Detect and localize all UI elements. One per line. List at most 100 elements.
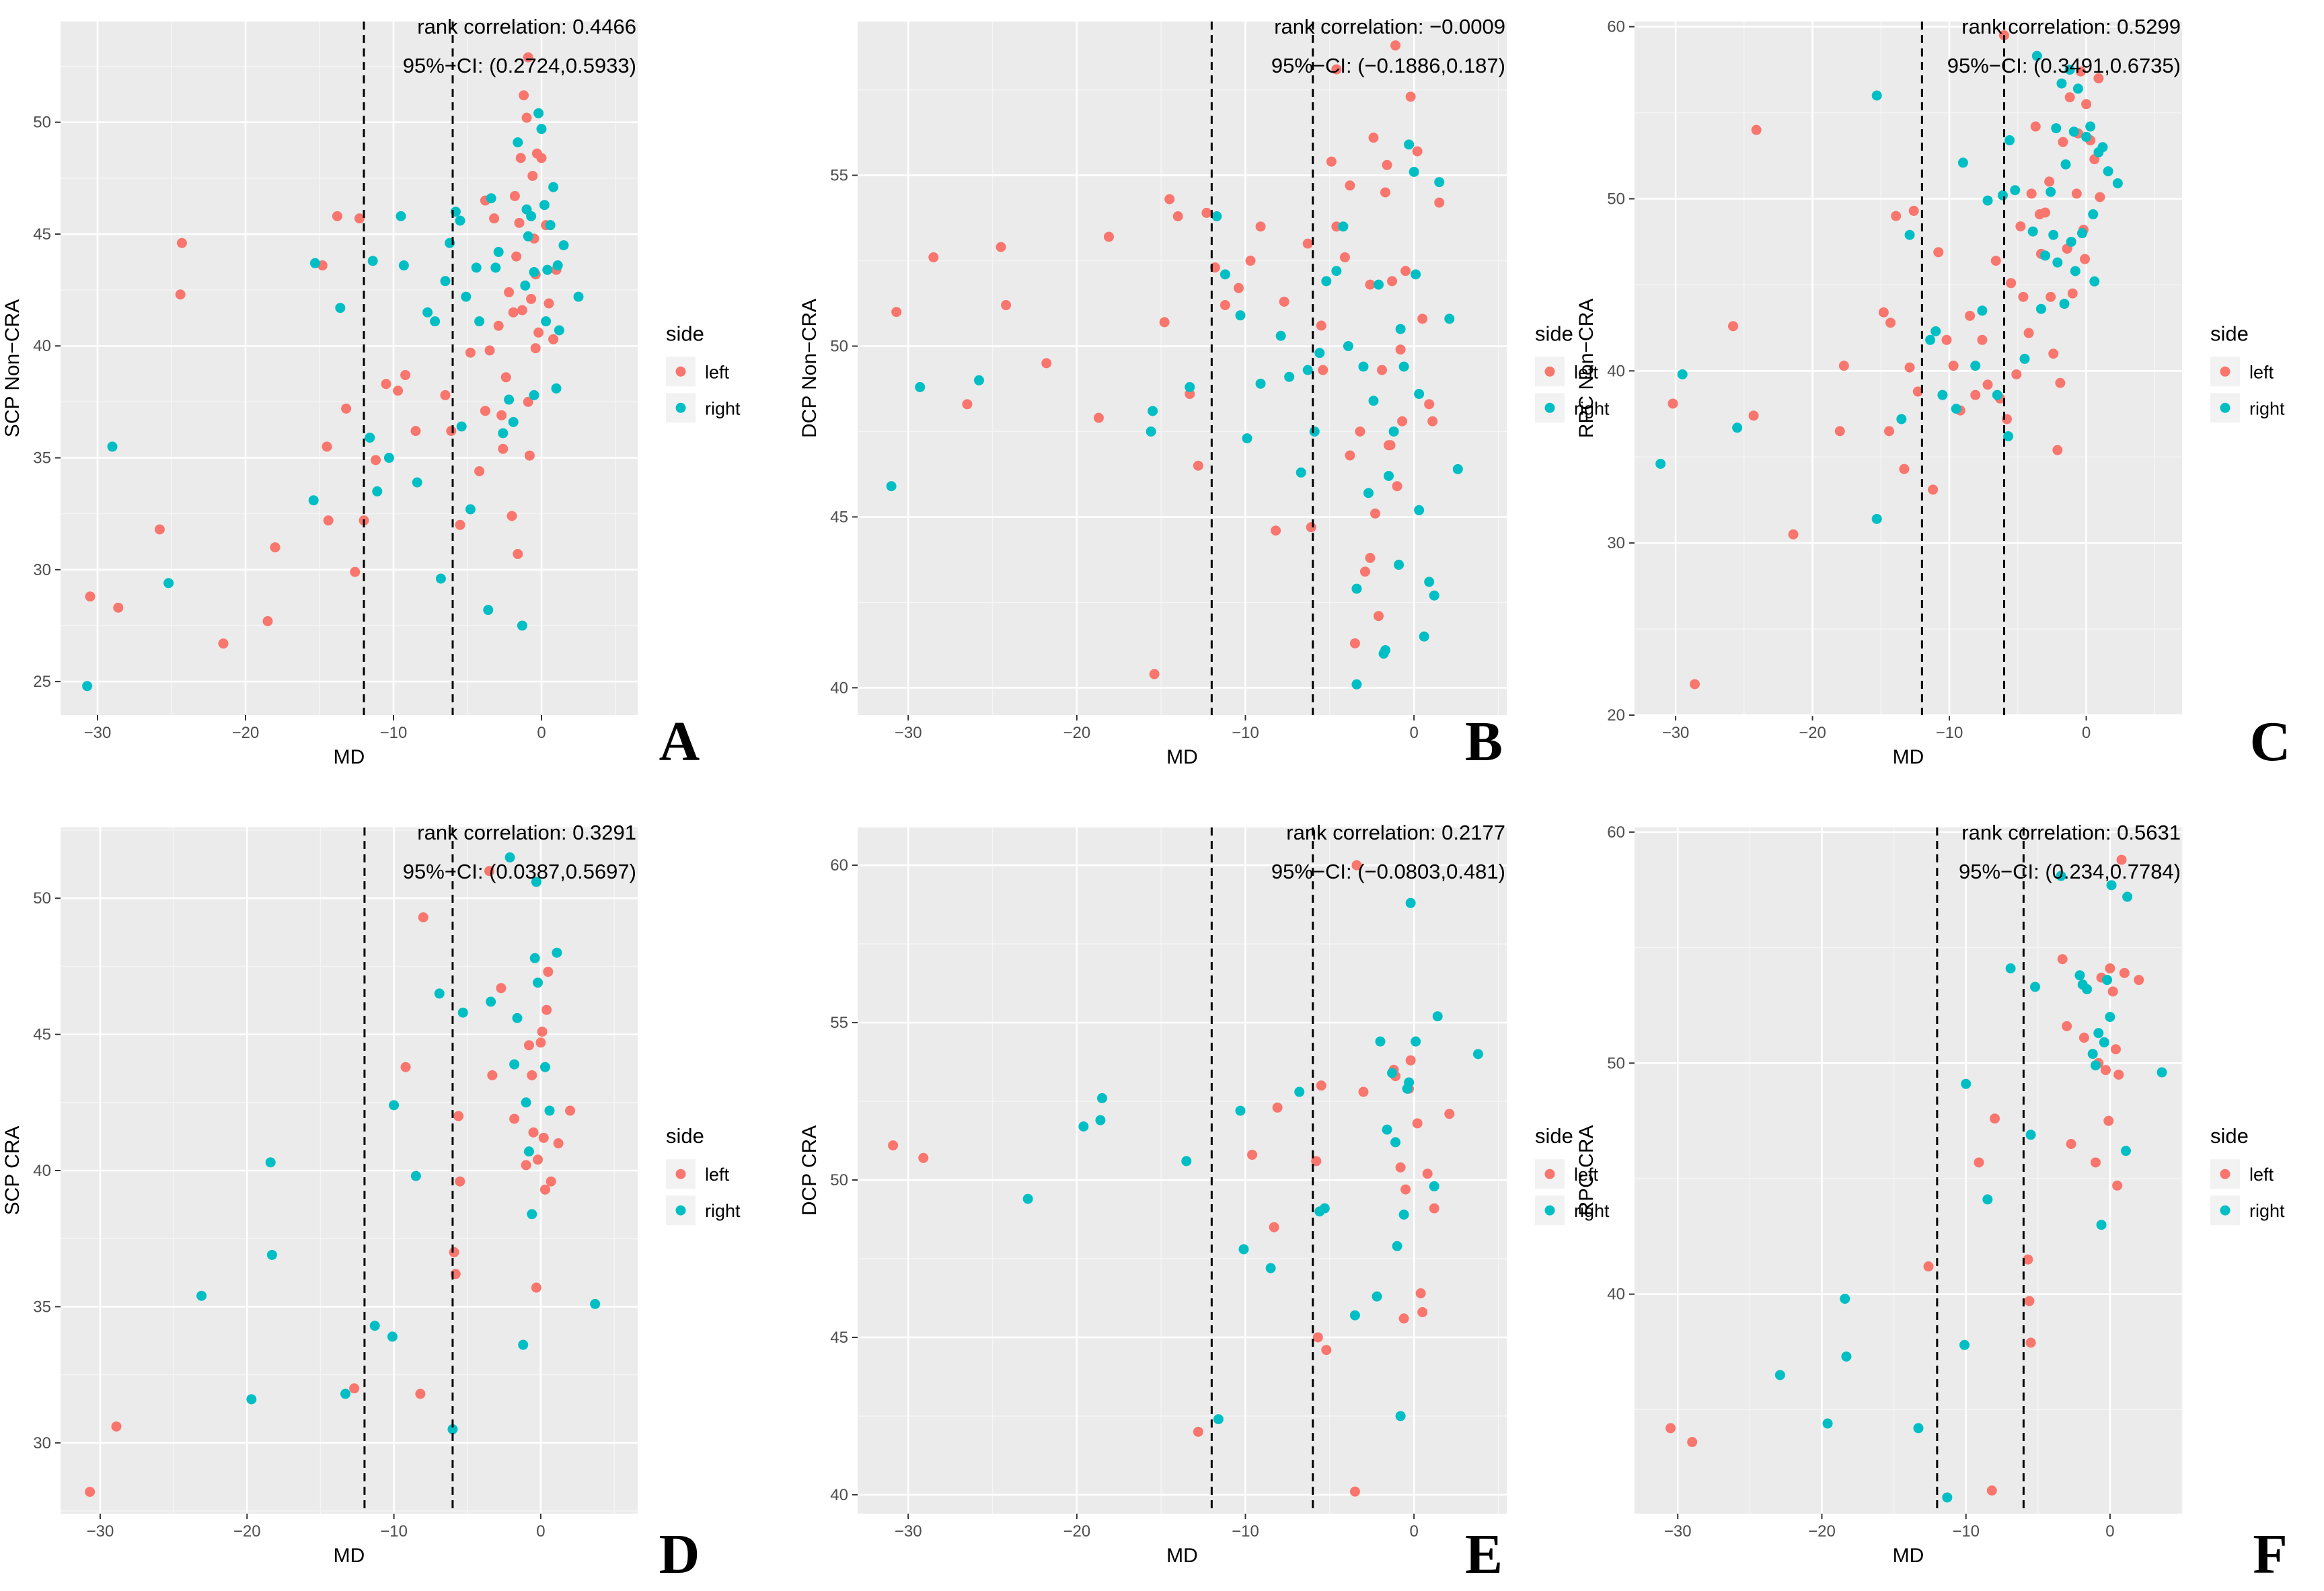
data-point-left (543, 967, 554, 977)
data-point-left (1395, 344, 1406, 355)
data-point-left (2058, 137, 2068, 147)
data-point-left (1878, 307, 1889, 318)
data-point-left (565, 1105, 576, 1116)
data-point-right (1368, 396, 1379, 406)
data-point-right (1296, 467, 1306, 478)
data-point-right (1351, 679, 1362, 690)
data-point-right (558, 240, 569, 251)
data-point-left (1899, 464, 1910, 474)
legend-label-right: right (2249, 398, 2285, 418)
data-point-left (528, 1127, 539, 1138)
data-point-right (551, 383, 562, 394)
data-point-left (1365, 279, 1376, 290)
y-tick-label: 40 (33, 1162, 51, 1180)
data-point-right (1411, 1036, 1421, 1047)
data-point-right (1211, 211, 1222, 221)
data-point-left (996, 242, 1006, 252)
data-point-right (2070, 266, 2081, 276)
data-point-right (504, 852, 515, 863)
data-point-right (552, 947, 562, 958)
data-point-right (1414, 389, 1425, 400)
data-point-right (335, 303, 346, 313)
data-point-right (531, 877, 541, 887)
rank-correlation-label: rank correlation: 0.3291 (417, 821, 636, 844)
data-point-right (523, 231, 533, 242)
data-point-right (529, 266, 539, 277)
data-point-left (410, 426, 421, 437)
data-point-right (82, 681, 93, 692)
data-point-left (323, 515, 334, 526)
data-point-right (548, 182, 559, 192)
x-tick-label: −30 (1664, 1522, 1692, 1541)
data-point-left (521, 1160, 531, 1171)
data-point-right (1434, 177, 1445, 188)
data-point-left (500, 372, 511, 383)
data-point-right (1677, 369, 1688, 379)
data-point-right (265, 1157, 276, 1168)
data-point-right (457, 1007, 468, 1018)
data-point-left (2100, 1065, 2111, 1076)
data-point-left (1358, 1086, 1369, 1097)
data-point-left (533, 327, 544, 338)
data-point-right (266, 1249, 277, 1260)
data-point-left (474, 466, 485, 476)
data-point-left (322, 441, 332, 452)
data-point-right (2089, 276, 2100, 287)
data-point-right (1896, 414, 1907, 424)
data-point-left (1398, 1313, 1409, 1324)
data-point-left (85, 591, 96, 602)
data-point-right (2066, 236, 2076, 247)
data-point-right (536, 124, 547, 135)
data-point-right (471, 262, 482, 273)
legend-marker-left (2220, 366, 2231, 377)
data-point-left (1245, 256, 1256, 266)
data-point-left (1990, 1113, 2000, 1124)
data-point-right (1904, 229, 1915, 240)
data-point-left (2062, 1021, 2072, 1031)
data-point-left (341, 403, 352, 414)
data-point-left (1834, 426, 1845, 437)
data-point-left (154, 524, 165, 535)
data-point-left (2034, 209, 2045, 220)
data-point-left (541, 1004, 552, 1015)
data-point-left (1377, 365, 1388, 375)
legend-marker-right (675, 1205, 686, 1216)
y-tick-label: 50 (1607, 190, 1625, 209)
data-point-right (1351, 583, 1362, 594)
data-point-left (1312, 1332, 1323, 1343)
data-point-left (1279, 296, 1289, 307)
data-point-left (1665, 1423, 1676, 1434)
data-point-right (1213, 1414, 1224, 1425)
data-point-right (456, 421, 467, 432)
data-point-left (1365, 552, 1376, 563)
x-tick-label: −10 (1952, 1522, 1980, 1541)
data-point-right (1096, 1093, 1107, 1103)
data-point-right (1982, 1194, 1993, 1205)
data-point-left (349, 1383, 360, 1394)
data-point-right (1238, 1244, 1249, 1255)
data-point-right (2064, 65, 2075, 75)
data-point-right (1732, 422, 1743, 433)
data-point-left (2090, 1157, 2101, 1168)
data-point-left (1385, 440, 1396, 451)
data-point-right (1358, 361, 1369, 372)
data-point-right (554, 325, 564, 336)
plot-background (1635, 827, 2182, 1514)
rank-correlation-label: rank correlation: 0.4466 (417, 15, 636, 38)
data-point-right (2085, 121, 2096, 132)
data-point-left (527, 170, 538, 181)
y-tick-label: 35 (33, 1298, 51, 1316)
data-point-left (515, 153, 526, 163)
y-axis-label: SCP CRA (1, 1126, 24, 1216)
legend-marker-right (1544, 402, 1555, 413)
legend-title: side (666, 322, 704, 345)
data-point-left (1318, 365, 1328, 375)
data-point-left (530, 343, 541, 354)
data-point-left (1904, 362, 1915, 373)
data-point-left (1405, 91, 1416, 102)
data-point-left (496, 983, 507, 994)
data-point-right (533, 977, 543, 988)
data-point-right (367, 256, 378, 266)
y-tick-label: 35 (33, 449, 51, 468)
data-point-left (218, 638, 229, 649)
